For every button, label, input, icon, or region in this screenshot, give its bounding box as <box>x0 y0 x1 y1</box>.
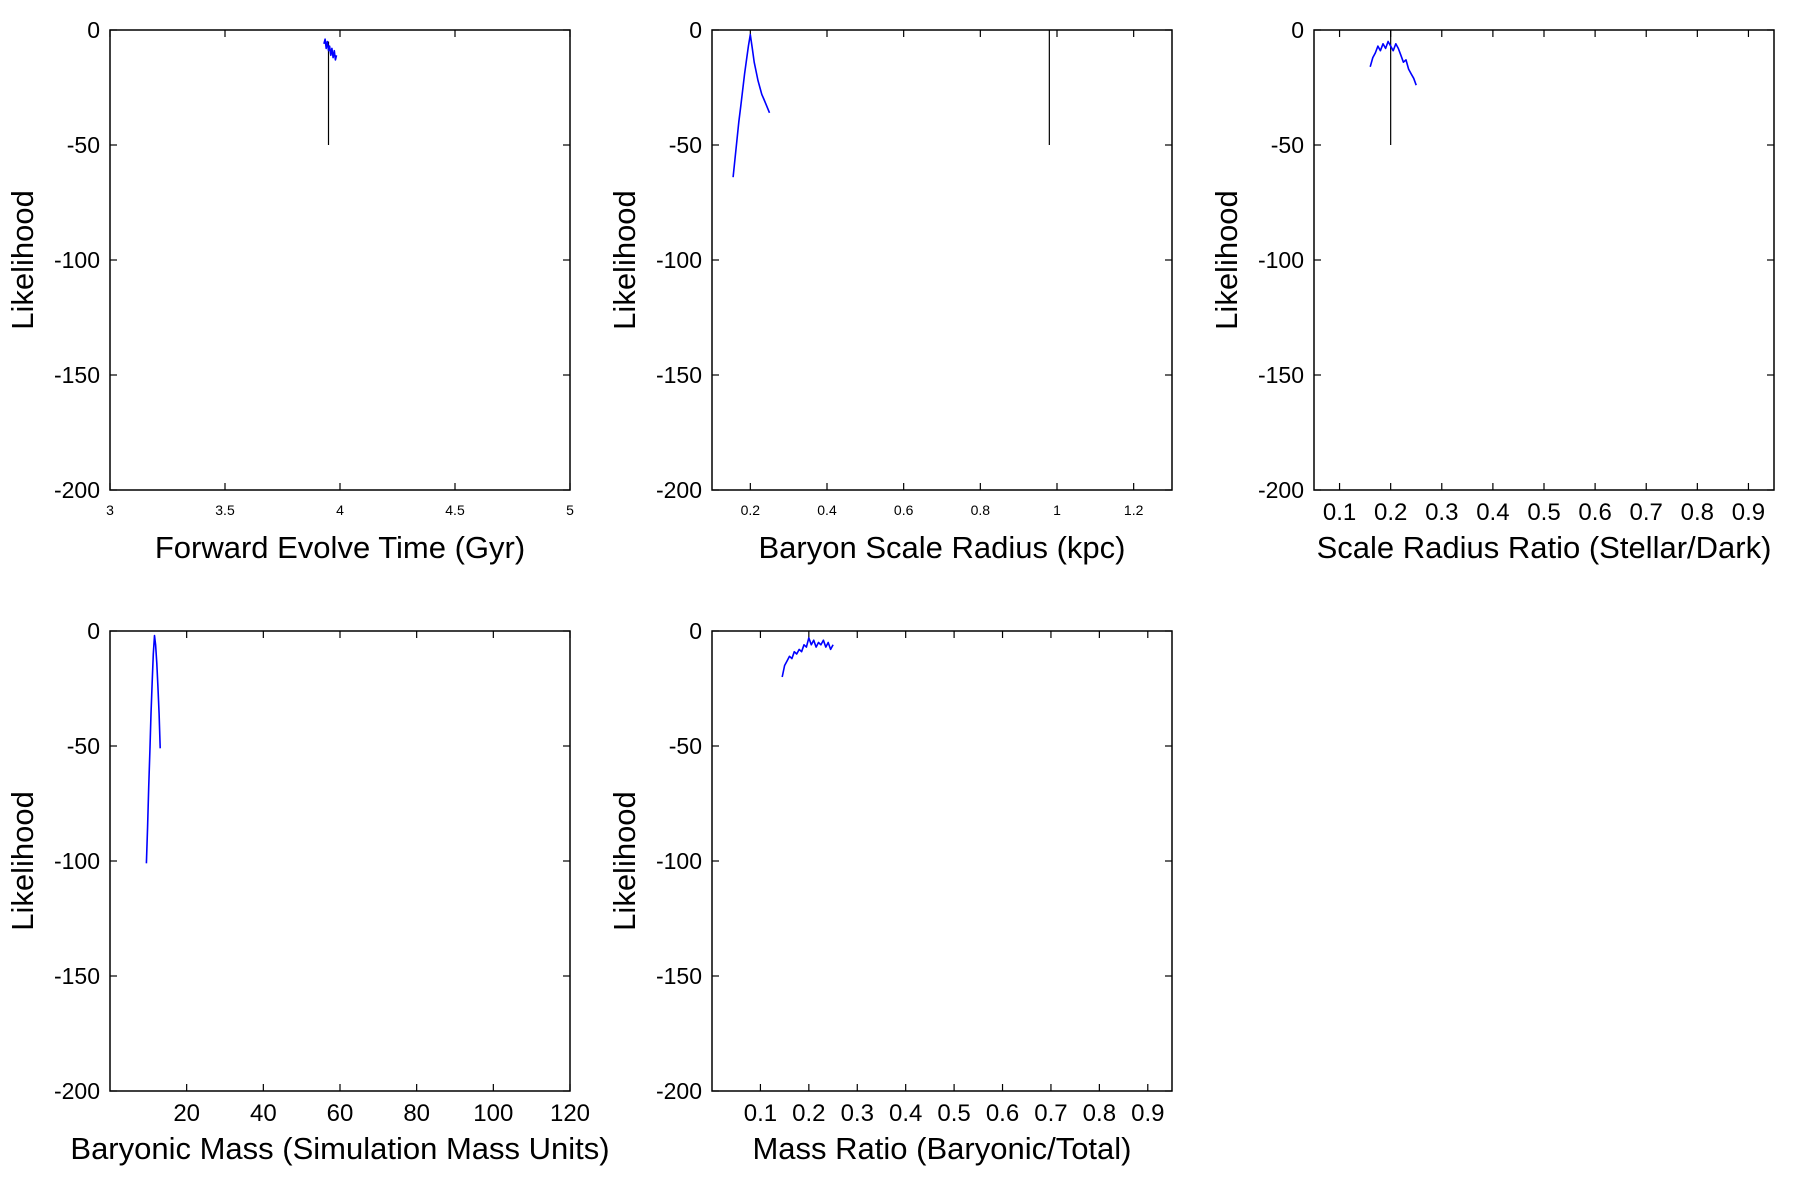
x-tick-label: 3 <box>106 502 114 518</box>
x-tick-label: 80 <box>403 1100 430 1127</box>
x-tick-label: 0.4 <box>1476 499 1509 526</box>
y-tick-label: -150 <box>54 963 100 989</box>
x-tick-label: 0.5 <box>1527 499 1560 526</box>
likelihood-series-line <box>781 637 834 678</box>
y-tick-label: -150 <box>54 362 100 388</box>
x-tick-label: 20 <box>173 1100 200 1127</box>
y-tick-label: -50 <box>67 132 100 158</box>
y-tick-label: 0 <box>689 618 702 644</box>
x-tick-label: 0.1 <box>1323 499 1356 526</box>
y-tick-label: -50 <box>669 132 702 158</box>
x-tick-label: 1.2 <box>1124 502 1144 518</box>
chart-panel-5: 0 -50 -100 -150 -200 0.1 0.2 0.3 0.4 0.5 0.6 0.7 0.8… <box>607 618 1173 1166</box>
x-tick-label: 0.6 <box>894 502 914 518</box>
x-axis-label: Baryon Scale Radius (kpc) <box>759 530 1126 565</box>
y-tick-label: -100 <box>54 247 100 273</box>
x-tick-label: 0.2 <box>792 1100 825 1127</box>
x-axis-label: Forward Evolve Time (Gyr) <box>155 530 525 565</box>
y-tick-label: -50 <box>1271 132 1304 158</box>
chart-panel-4: 0 -50 -100 -150 -200 20 40 60 80 100 120 Baryonic M… <box>5 618 610 1166</box>
y-axis-label: Likelihood <box>607 791 642 931</box>
x-tick-label: 0.3 <box>841 1100 874 1127</box>
x-tick-label: 0.8 <box>1083 1100 1116 1127</box>
axes-frame <box>711 29 1173 491</box>
x-tick-label: 120 <box>550 1100 590 1127</box>
x-tick-label: 0.7 <box>1034 1100 1067 1127</box>
y-tick-label: -50 <box>669 733 702 759</box>
likelihood-series-line <box>732 33 771 178</box>
y-tick-label: -200 <box>656 477 702 503</box>
y-tick-label: -100 <box>54 848 100 874</box>
y-tick-label: -200 <box>54 477 100 503</box>
axes-frame <box>711 630 1173 1092</box>
y-tick-label: -100 <box>656 247 702 273</box>
axes-frame <box>109 29 571 491</box>
x-tick-label: 0.9 <box>1732 499 1765 526</box>
x-tick-label: 100 <box>473 1100 513 1127</box>
y-tick-label: -200 <box>54 1078 100 1104</box>
x-tick-label: 0.2 <box>741 502 761 518</box>
y-axis-label: Likelihood <box>5 791 40 931</box>
x-tick-label: 0.9 <box>1131 1100 1164 1127</box>
axes-frame <box>1313 29 1775 491</box>
x-tick-label: 0.4 <box>817 502 837 518</box>
axes-frame <box>109 630 571 1092</box>
x-tick-label: 5 <box>566 502 574 518</box>
x-tick-label: 0.1 <box>744 1100 777 1127</box>
y-axis-label: Likelihood <box>607 190 642 330</box>
x-tick-label: 0.8 <box>1681 499 1714 526</box>
y-tick-label: -150 <box>656 362 702 388</box>
x-tick-label: 0.7 <box>1630 499 1663 526</box>
y-tick-label: 0 <box>1291 17 1304 43</box>
chart-panel-3: 0 -50 -100 -150 -200 0.1 0.2 0.3 0.4 0.5 0.6 0.7 0.8… <box>1209 17 1775 565</box>
y-tick-label: 0 <box>87 618 100 644</box>
x-tick-label: 60 <box>327 1100 354 1127</box>
x-tick-label: 0.3 <box>1425 499 1458 526</box>
likelihood-series-line <box>323 38 338 61</box>
y-tick-label: -150 <box>656 963 702 989</box>
y-tick-label: -200 <box>656 1078 702 1104</box>
x-tick-label: 40 <box>250 1100 277 1127</box>
x-tick-label: 0.2 <box>1374 499 1407 526</box>
y-tick-label: -50 <box>67 733 100 759</box>
x-tick-label: 1 <box>1053 502 1061 518</box>
x-axis-label: Baryonic Mass (Simulation Mass Units) <box>70 1131 609 1166</box>
likelihood-series-line <box>1369 40 1417 86</box>
chart-panel-1: 0 -50 -100 -150 -200 3 3.5 4 4.5 5 Forward Evolve … <box>5 17 574 565</box>
x-tick-label: 0.4 <box>889 1100 922 1127</box>
likelihood-series-line <box>145 634 161 864</box>
y-tick-label: -100 <box>1258 247 1304 273</box>
y-tick-label: -150 <box>1258 362 1304 388</box>
y-axis-label: Likelihood <box>5 190 40 330</box>
y-tick-label: -100 <box>656 848 702 874</box>
x-tick-label: 0.5 <box>937 1100 970 1127</box>
chart-panel-2: 0 -50 -100 -150 -200 0.2 0.4 0.6 0.8 1 1.2 Baryon S… <box>607 17 1173 565</box>
x-tick-label: 0.8 <box>971 502 991 518</box>
x-axis-label: Mass Ratio (Baryonic/Total) <box>752 1131 1131 1166</box>
x-axis-label: Scale Radius Ratio (Stellar/Dark) <box>1317 530 1772 565</box>
y-tick-label: 0 <box>87 17 100 43</box>
y-tick-label: -200 <box>1258 477 1304 503</box>
x-tick-label: 4 <box>336 502 344 518</box>
y-tick-label: 0 <box>689 17 702 43</box>
x-tick-label: 4.5 <box>445 502 465 518</box>
x-tick-label: 3.5 <box>215 502 235 518</box>
x-tick-label: 0.6 <box>986 1100 1019 1127</box>
y-axis-label: Likelihood <box>1209 190 1244 330</box>
x-tick-label: 0.6 <box>1578 499 1611 526</box>
